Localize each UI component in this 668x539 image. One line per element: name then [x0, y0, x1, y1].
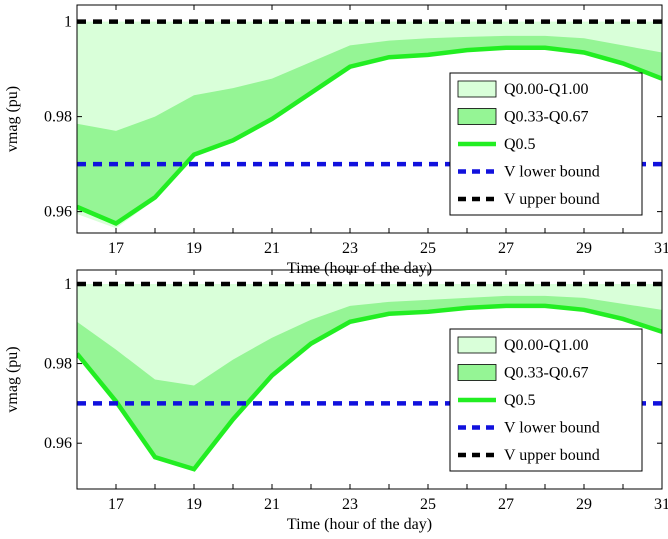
- x-tick-label: 25: [420, 240, 436, 257]
- legend-entry-label: V lower bound: [504, 420, 600, 437]
- x-tick-label: 31: [654, 240, 668, 257]
- x-axis-label: Time (hour of the day): [287, 260, 432, 277]
- chart-panel-1: 17 19 21 23 25 27 29 31 0.96 0.98 1 Time (hour of t…: [4, 4, 668, 277]
- x-tick-label: 31: [654, 496, 668, 513]
- x-tick-label: 29: [576, 496, 592, 513]
- x-tick-label: 19: [186, 496, 202, 513]
- x-axis-label: Time (hour of the day): [287, 516, 432, 533]
- x-tick-label: 29: [576, 240, 592, 257]
- legend-swatch-band: [457, 364, 497, 381]
- x-tick-label: 19: [186, 240, 202, 257]
- band-q33-q67: [77, 295, 662, 470]
- legend-entry-label: Q0.5: [504, 136, 536, 153]
- y-tick-label: 0.98: [44, 356, 72, 373]
- x-tick-label: 21: [264, 240, 280, 257]
- y-tick-label: 0.96: [44, 204, 72, 221]
- plot-frame: [76, 4, 663, 234]
- legend: Q0.00-Q1.00 Q0.33-Q0.67 Q0.5 V lower bound V…: [449, 328, 643, 472]
- y-tick-label: 0.96: [44, 435, 72, 452]
- chart-panel-2: 17 19 21 23 25 27 29 31 0.96 0.98 1 Time (hour of t…: [4, 269, 668, 533]
- median-line: [77, 45, 662, 227]
- legend-entry-label: V upper bound: [504, 191, 600, 208]
- x-tick-label: 27: [498, 240, 514, 257]
- legend-entry-label: Q0.33-Q0.67: [504, 365, 588, 382]
- legend-swatch-band: [457, 80, 497, 98]
- x-tick-label: 17: [108, 496, 124, 513]
- y-tick-label: 1: [64, 14, 72, 31]
- legend-entry-label: Q0.33-Q0.67: [504, 109, 588, 126]
- x-tick-label: 25: [420, 496, 436, 513]
- x-tick-label: 27: [498, 496, 514, 513]
- y-axis-label: vmag (pu): [4, 346, 21, 412]
- plot-frame: [76, 269, 663, 490]
- legend-entry-label: Q0.00-Q1.00: [504, 337, 588, 354]
- median-line: [77, 303, 662, 472]
- legend-entry-label: V lower bound: [504, 164, 600, 181]
- legend-swatch-band: [457, 336, 497, 354]
- y-tick-label: 1: [64, 276, 72, 293]
- x-tick-label: 17: [108, 240, 124, 257]
- legend-entry-label: V upper bound: [504, 447, 600, 464]
- legend-swatch-band: [457, 108, 497, 125]
- legend-entry-label: Q0.00-Q1.00: [504, 81, 588, 98]
- y-axis-label: vmag (pu): [4, 86, 21, 152]
- x-tick-label: 23: [342, 240, 358, 257]
- band-q33-q67: [77, 35, 662, 226]
- x-tick-label: 21: [264, 496, 280, 513]
- band-q0-q100: [77, 21, 662, 229]
- y-tick-label: 0.98: [44, 109, 72, 126]
- legend-entry-label: Q0.5: [504, 392, 536, 409]
- x-tick-label: 23: [342, 496, 358, 513]
- legend: Q0.00-Q1.00 Q0.33-Q0.67 Q0.5 V lower bound V…: [449, 72, 643, 216]
